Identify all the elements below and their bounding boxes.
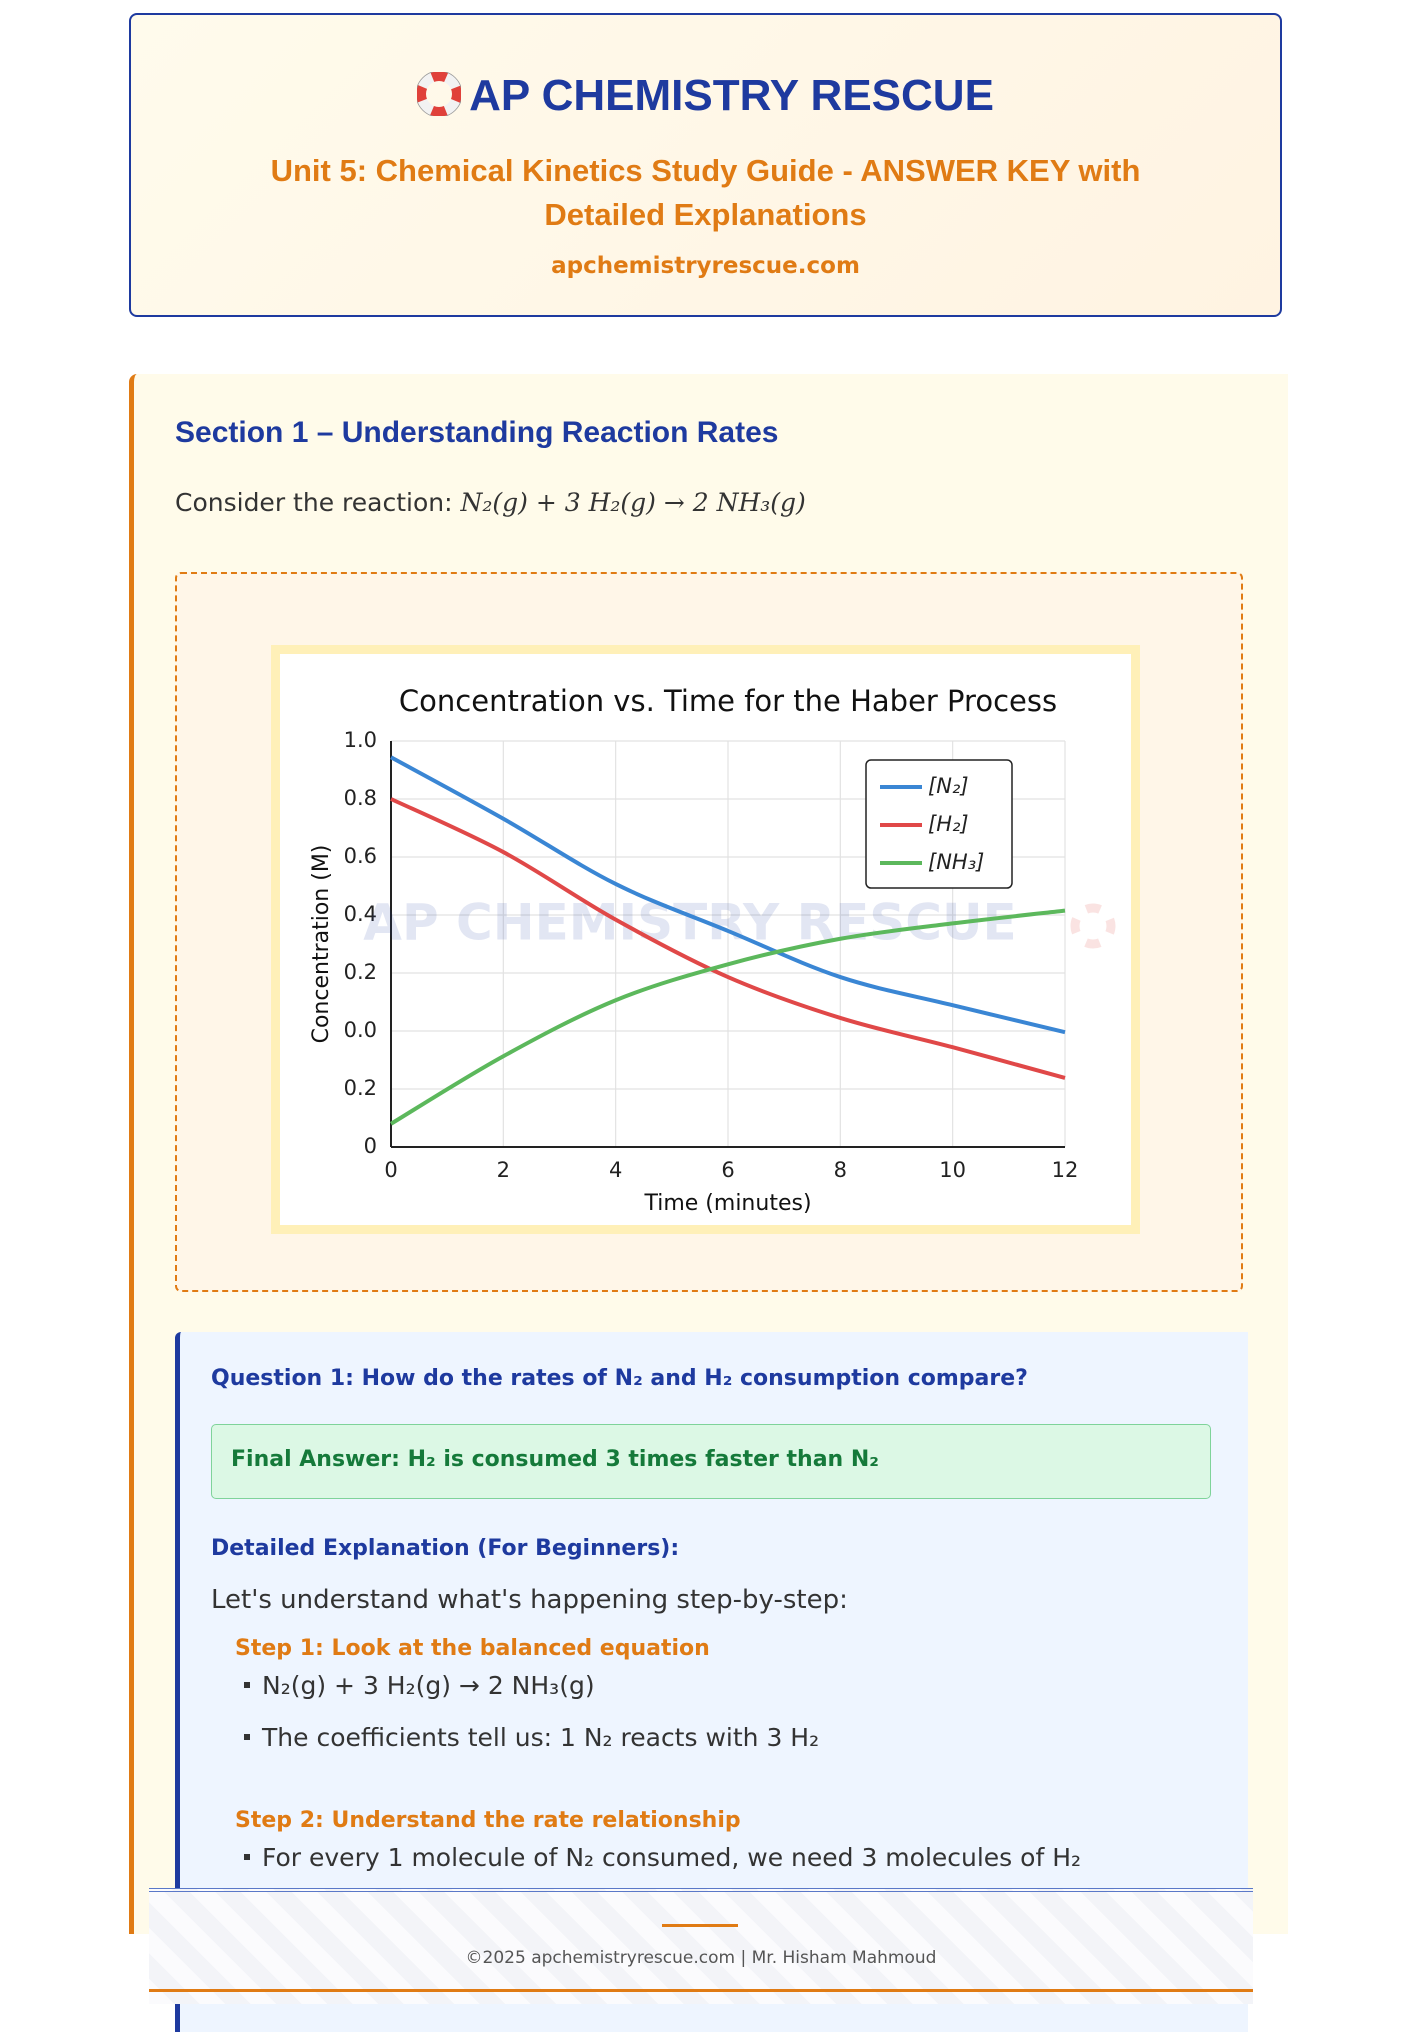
intro-text: Consider the reaction: [175, 488, 453, 517]
y-axis-label: Concentration (M) [309, 845, 334, 1044]
step-title: Step 1: Look at the balanced equation [235, 1636, 710, 1661]
final-answer: Final Answer: H₂ is consumed 3 times fas… [231, 1447, 879, 1472]
y-tick-label: 0.6 [344, 844, 377, 868]
section-heading: Section 1 – Understanding Reaction Rates [175, 416, 779, 449]
site-title: AP CHEMISTRY RESCUE [469, 71, 994, 120]
y-tick-label: 0.8 [344, 786, 377, 810]
footer: ©2025 apchemistryrescue.com | Mr. Hisham… [149, 1888, 1253, 2004]
legend-label: [NH₃] [928, 850, 984, 874]
final-answer-box: Final Answer: H₂ is consumed 3 times fas… [211, 1424, 1211, 1499]
explanation-heading: Detailed Explanation (For Beginners): [211, 1536, 680, 1561]
legend: [N₂] [H₂] [NH₃] [865, 759, 1013, 889]
step-title: Step 2: Understand the rate relationship [235, 1808, 741, 1833]
line-series [390, 755, 1066, 1035]
subtitle: Unit 5: Chemical Kinetics Study Guide - … [270, 153, 1141, 232]
chart: Concentration vs. Time for the Haber Pro… [309, 684, 1116, 1216]
chart-title: Concentration vs. Time for the Haber Pro… [399, 684, 1057, 718]
bullet: The coefficients tell us: 1 N₂ reacts wi… [244, 1723, 819, 1752]
chart-frame: Concentration vs. Time for the Haber Pro… [271, 645, 1140, 1234]
header: AP CHEMISTRY RESCUE Unit 5: Chemical Kin… [129, 13, 1282, 317]
bullet: N₂(g) + 3 H₂(g) → 2 NH₃(g) [244, 1671, 595, 1700]
x-axis-label: Time (minutes) [643, 1191, 811, 1216]
legend-label: [N₂] [928, 774, 969, 798]
website[interactable]: apchemistryrescue.com [551, 253, 860, 279]
footer-accent [662, 1924, 738, 1927]
question-title: Question 1: How do the rates of N₂ and H… [211, 1366, 1028, 1391]
line-series [389, 908, 1066, 1126]
explanation-intro: Let's understand what's happening step-b… [211, 1585, 848, 1615]
footer-rule [149, 1989, 1253, 1992]
x-tick-label: 12 [1052, 1158, 1079, 1182]
y-tick-label: 0.4 [344, 902, 377, 926]
x-tick-label: 4 [609, 1158, 622, 1182]
watermark: AP CHEMISTRY RESCUE [363, 894, 1016, 952]
x-tick-label: 10 [939, 1158, 966, 1182]
watermark-icon [1070, 903, 1116, 949]
footer-text: ©2025 apchemistryrescue.com | Mr. Hisham… [465, 1948, 937, 1968]
bullet: For every 1 molecule of N₂ consumed, we … [244, 1843, 1081, 1872]
y-tick-label: 1.0 [344, 728, 377, 752]
x-tick-label: 8 [834, 1158, 847, 1182]
line-series [390, 797, 1066, 1080]
y-tick-label: 0.2 [344, 960, 377, 984]
site-title-row: AP CHEMISTRY RESCUE [131, 70, 1280, 121]
section-intro: Consider the reaction: N₂(g) + 3 H₂(g) →… [175, 488, 806, 517]
watermark-ring [1070, 903, 1116, 949]
lifebuoy-icon [415, 70, 463, 118]
y-tick-label: 0 [364, 1134, 377, 1158]
x-tick-label: 0 [384, 1158, 397, 1182]
y-tick-label: 0.2 [344, 1076, 377, 1100]
legend-box [865, 759, 1013, 889]
equation: N₂(g) + 3 H₂(g) → 2 NH₃(g) [460, 488, 806, 517]
y-tick-label: 0.0 [344, 1018, 377, 1042]
x-tick-label: 2 [497, 1158, 510, 1182]
legend-label: [H₂] [928, 812, 969, 836]
x-tick-label: 6 [721, 1158, 734, 1182]
